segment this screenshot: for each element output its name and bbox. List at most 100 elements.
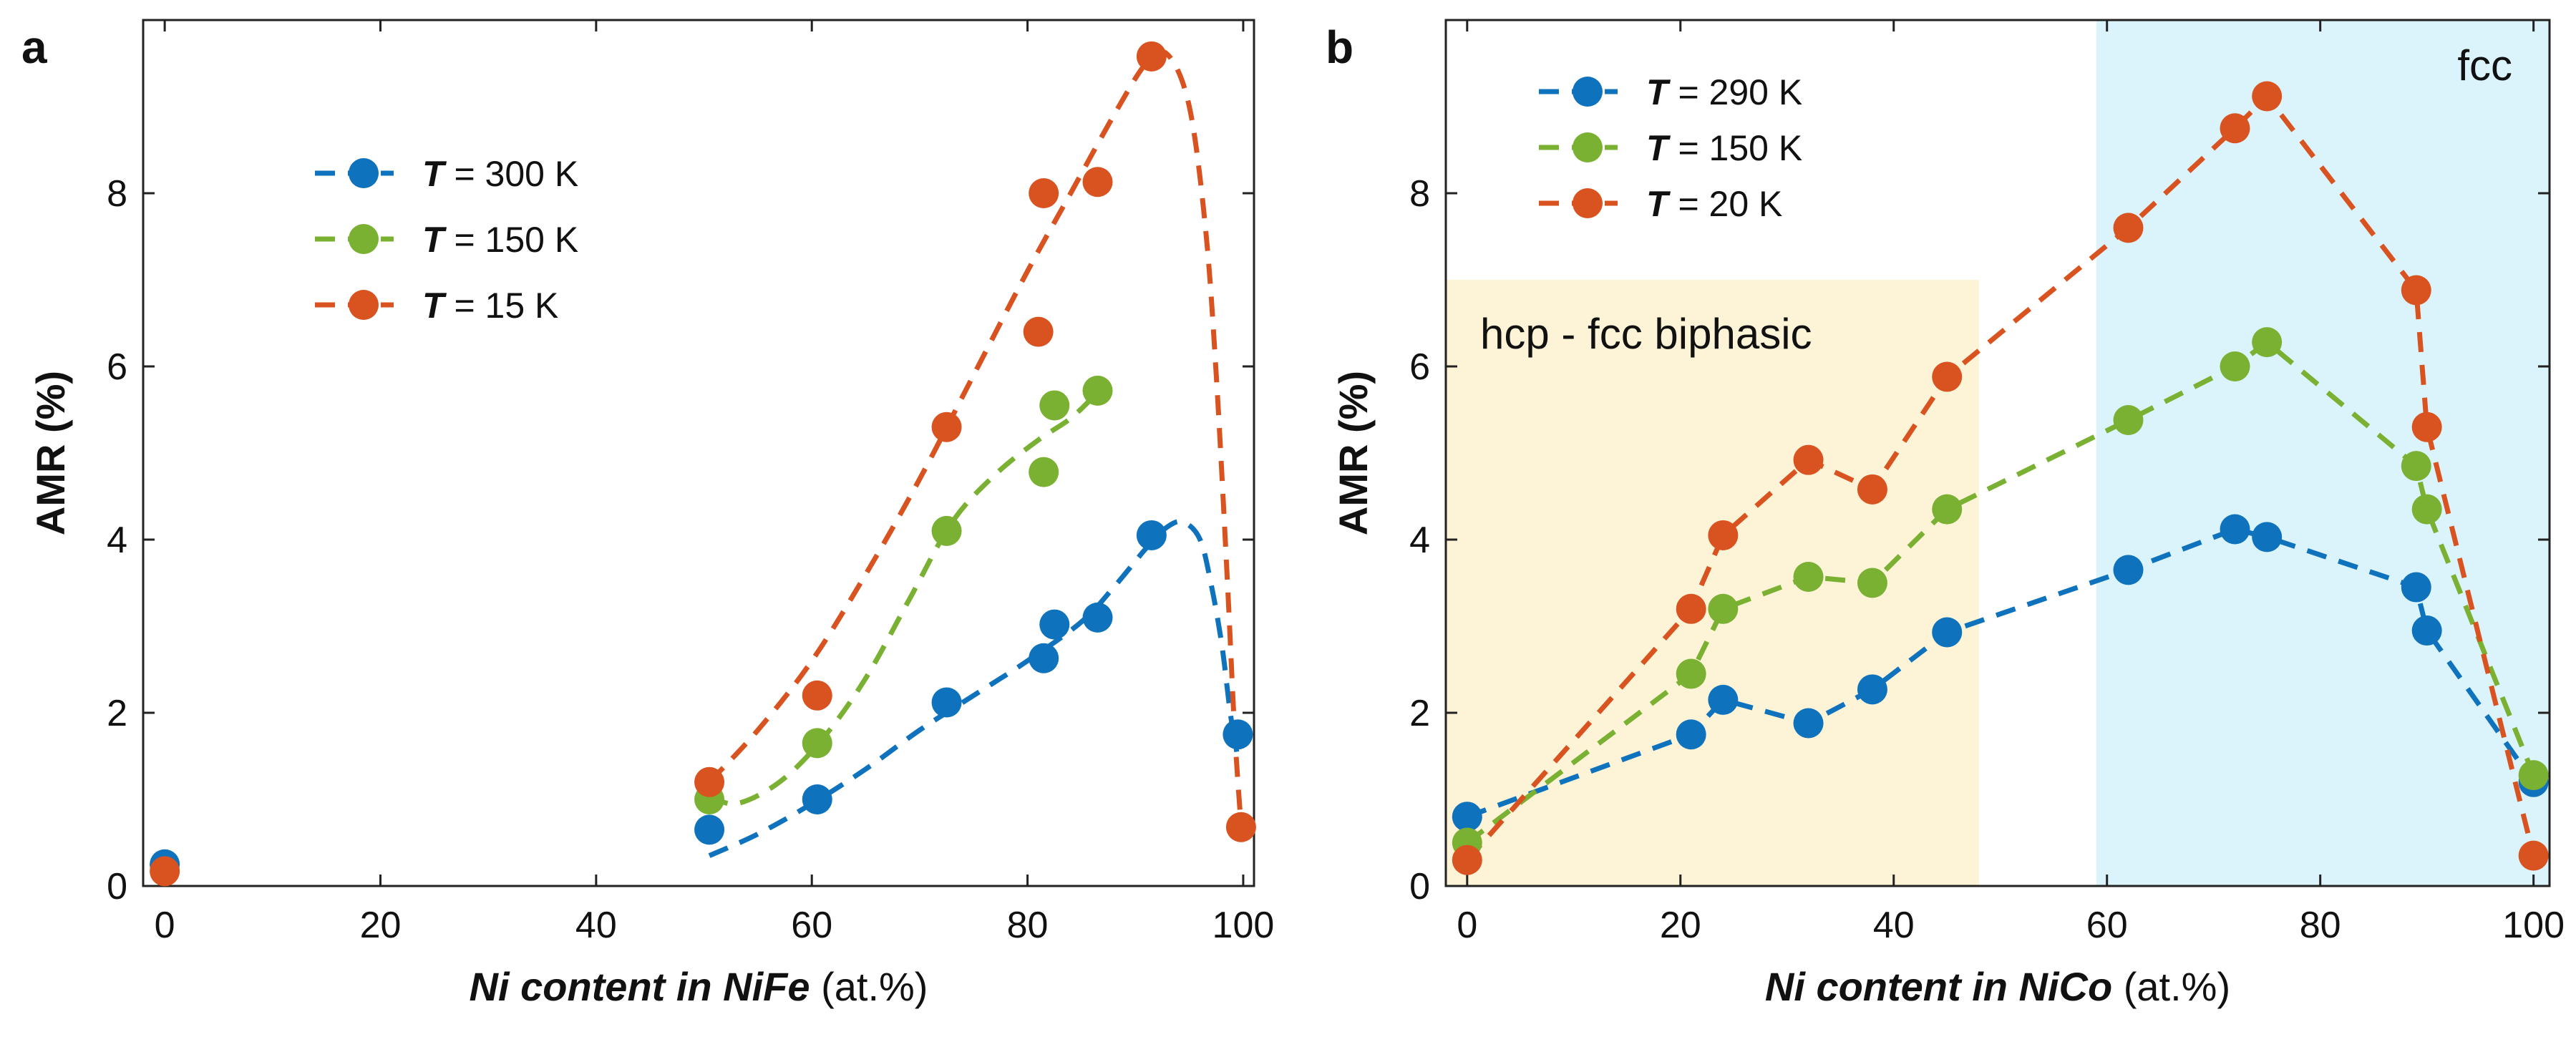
panel-a: 0 20 40 60 80 100 0 2 4 6 8 Ni content in NiFe (at.… [21,19,1275,1009]
x-tick-label: 20 [360,905,402,946]
data-point [2411,615,2442,646]
data-point [2411,412,2442,442]
panel-b: 0 20 40 60 80 100 0 2 4 6 8 Ni content in NiCo (at.… [1326,19,2565,1009]
data-point [1676,658,1706,689]
data-point [1793,708,1824,739]
legend-value: = 15 K [444,286,559,326]
x-axis-label-main: Ni content in NiFe [470,964,810,1009]
data-point [2401,451,2431,482]
data-point [1857,474,1887,505]
region-label: fcc [2457,42,2512,89]
data-point [2113,405,2144,436]
data-point [150,856,180,887]
data-point [802,784,832,814]
legend-label: T = 300 K [422,154,578,194]
data-point [2518,840,2549,871]
data-point [694,814,725,845]
data-point [1039,609,1070,640]
y-tick-label: 2 [1409,693,1430,734]
legend-marker [349,290,379,320]
axis-frame [142,19,1255,887]
data-point [1082,167,1113,198]
x-tick-label: 60 [791,905,832,946]
x-tick-label: 0 [155,905,175,946]
legend-var: T [422,286,447,326]
legend-value: = 150 K [1668,128,1803,168]
data-point [802,680,832,711]
legend-marker [349,224,379,254]
legend-var: T [1646,128,1671,168]
data-point [1708,684,1739,715]
axis-frame [1444,19,2551,887]
legend-var: T [422,154,447,194]
data-point [1082,375,1113,406]
panel-letter: a [21,21,47,73]
data-point [1082,602,1113,633]
series-line-0 [708,519,1240,858]
data-point [2252,327,2283,358]
y-tick-label: 8 [107,173,127,215]
x-tick-label: 40 [1873,905,1915,946]
data-point [1676,719,1706,750]
data-point [2518,760,2549,791]
legend-marker [349,158,379,188]
data-point [1932,617,1963,648]
data-point [2401,572,2431,603]
x-tick-label: 40 [575,905,617,946]
x-axis-label-unit: (at.%) [810,964,928,1009]
x-tick-label: 80 [1007,905,1049,946]
data-point [2220,113,2250,144]
legend-value: = 150 K [444,220,579,260]
data-point [1029,643,1059,673]
panel-letter: b [1326,21,1353,73]
x-axis-label: Ni content in NiCo (at.%) [1765,964,2230,1009]
y-tick-label: 6 [1409,346,1430,388]
data-point [2220,351,2250,381]
data-point [1223,719,1253,750]
x-axis-label-unit: (at.%) [2112,964,2230,1009]
legend-label: T = 15 K [422,286,558,326]
y-axis-label: AMR (%) [28,371,73,535]
x-axis-label: Ni content in NiFe (at.%) [470,964,928,1009]
data-point [1932,361,1963,392]
legend-var: T [1646,72,1671,112]
y-tick-label: 8 [1409,173,1430,215]
x-tick-label: 20 [1660,905,1701,946]
data-point [1708,593,1739,624]
data-point [2220,514,2250,545]
legend-label: T = 150 K [1646,128,1802,168]
data-point [931,515,962,546]
data-point [1029,457,1059,487]
data-point [2113,555,2144,585]
x-tick-label: 100 [1212,905,1275,946]
data-point [1023,316,1054,347]
x-tick-label: 60 [2086,905,2128,946]
y-tick-label: 0 [107,866,127,907]
legend-marker [1573,188,1603,218]
x-tick-label: 100 [2502,905,2565,946]
region-shade-1 [2096,20,2550,886]
legend-label: T = 150 K [422,220,578,260]
x-tick-label: 80 [2300,905,2341,946]
y-tick-label: 4 [1409,520,1430,561]
legend-label: T = 20 K [1646,184,1782,224]
data-point [1793,444,1824,475]
legend-value: = 290 K [1668,72,1803,112]
region-shade-0 [1446,280,1979,886]
data-point [1676,593,1706,624]
data-point [931,687,962,718]
data-point [1793,562,1824,593]
data-point [1136,520,1167,550]
data-point [694,766,725,797]
data-point [1136,41,1167,72]
y-tick-label: 6 [107,346,127,388]
data-point [1039,390,1070,421]
data-point [1708,520,1739,550]
data-point [2401,275,2431,306]
data-point [1029,178,1059,208]
legend-marker [1573,132,1603,162]
y-axis-label: AMR (%) [1331,371,1376,535]
data-point [1225,812,1256,842]
